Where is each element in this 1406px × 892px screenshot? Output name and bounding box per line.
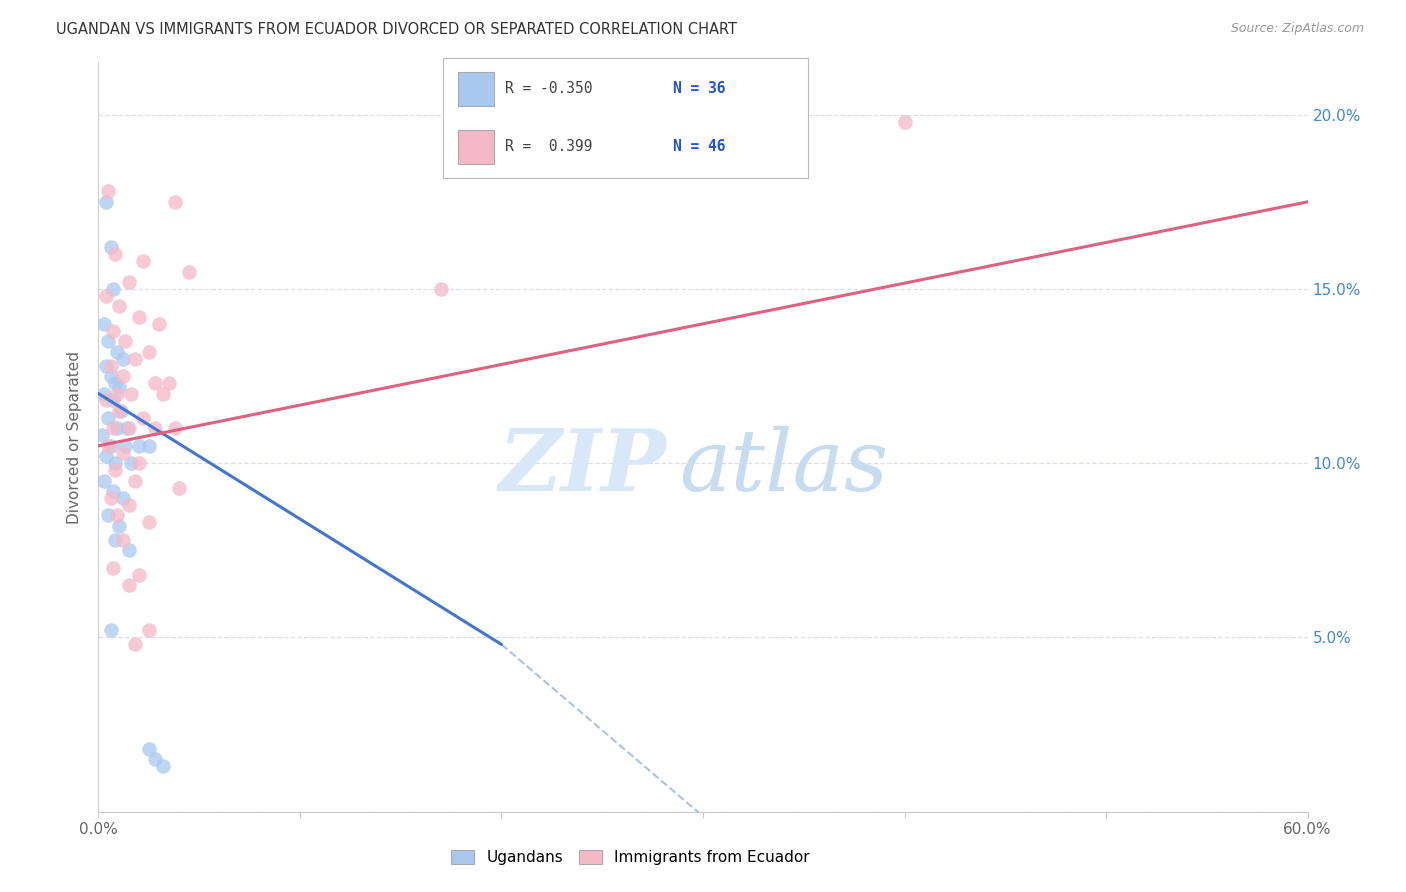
Point — [100, 359, 122, 373]
Text: ZIP: ZIP — [499, 425, 666, 508]
Point — [111, 533, 134, 547]
Point — [118, 543, 141, 558]
Point — [101, 561, 124, 575]
Point — [138, 624, 160, 638]
Point — [107, 404, 129, 418]
Text: UGANDAN VS IMMIGRANTS FROM ECUADOR DIVORCED OR SEPARATED CORRELATION CHART: UGANDAN VS IMMIGRANTS FROM ECUADOR DIVOR… — [56, 22, 737, 37]
Point — [128, 456, 150, 470]
Point — [138, 516, 160, 530]
Point — [111, 491, 134, 505]
Bar — [457, 130, 494, 164]
Point — [101, 324, 124, 338]
Point — [97, 334, 120, 349]
Point — [143, 752, 166, 766]
Point — [96, 289, 118, 303]
Point — [105, 421, 128, 435]
Point — [97, 508, 120, 523]
Point — [105, 508, 128, 523]
Point — [96, 359, 118, 373]
Point — [93, 317, 115, 331]
Point — [97, 439, 120, 453]
Point — [114, 439, 136, 453]
Point — [120, 386, 142, 401]
Point — [167, 481, 190, 495]
Point — [107, 519, 129, 533]
Point — [132, 254, 155, 268]
Point — [101, 421, 124, 435]
Point — [107, 299, 129, 313]
Point — [97, 411, 120, 425]
Point — [103, 463, 125, 477]
Point — [138, 742, 160, 756]
Text: atlas: atlas — [679, 425, 889, 508]
Point — [111, 369, 134, 384]
Point — [143, 421, 166, 435]
Point — [100, 439, 122, 453]
Point — [103, 376, 125, 390]
Point — [93, 474, 115, 488]
Text: R =  0.399: R = 0.399 — [505, 139, 592, 154]
Point — [93, 386, 115, 401]
Point — [103, 247, 125, 261]
Point — [152, 759, 174, 773]
Point — [148, 317, 170, 331]
Point — [118, 578, 141, 592]
Text: Source: ZipAtlas.com: Source: ZipAtlas.com — [1230, 22, 1364, 36]
Point — [101, 282, 124, 296]
Point — [128, 567, 150, 582]
Point — [114, 334, 136, 349]
Point — [163, 421, 186, 435]
Y-axis label: Divorced or Separated: Divorced or Separated — [67, 351, 83, 524]
Point — [124, 351, 146, 366]
Point — [138, 439, 160, 453]
Text: R = -0.350: R = -0.350 — [505, 81, 592, 96]
Point — [100, 369, 122, 384]
Point — [115, 421, 138, 435]
Point — [111, 446, 134, 460]
Point — [97, 185, 120, 199]
Point — [138, 344, 160, 359]
Point — [118, 421, 141, 435]
Point — [179, 264, 201, 278]
Point — [103, 533, 125, 547]
Point — [96, 194, 118, 209]
Legend: Ugandans, Immigrants from Ecuador: Ugandans, Immigrants from Ecuador — [446, 844, 815, 871]
Point — [143, 376, 166, 390]
Point — [430, 282, 453, 296]
Point — [103, 456, 125, 470]
Point — [128, 310, 150, 324]
Point — [96, 449, 118, 463]
Point — [124, 637, 146, 651]
Point — [157, 376, 180, 390]
Text: N = 46: N = 46 — [673, 139, 725, 154]
Point — [128, 439, 150, 453]
Point — [124, 474, 146, 488]
Point — [101, 484, 124, 499]
Point — [105, 344, 128, 359]
Point — [100, 624, 122, 638]
Point — [111, 351, 134, 366]
Point — [101, 393, 124, 408]
Point — [120, 456, 142, 470]
Point — [91, 428, 114, 442]
Point — [163, 194, 186, 209]
Point — [100, 240, 122, 254]
Point — [132, 411, 155, 425]
Point — [105, 386, 128, 401]
Point — [118, 498, 141, 512]
Point — [107, 379, 129, 393]
Point — [110, 404, 132, 418]
Point — [96, 393, 118, 408]
Point — [152, 386, 174, 401]
Bar — [457, 72, 494, 106]
Point — [100, 491, 122, 505]
Point — [118, 275, 141, 289]
Text: N = 36: N = 36 — [673, 81, 725, 96]
Point — [893, 114, 915, 128]
